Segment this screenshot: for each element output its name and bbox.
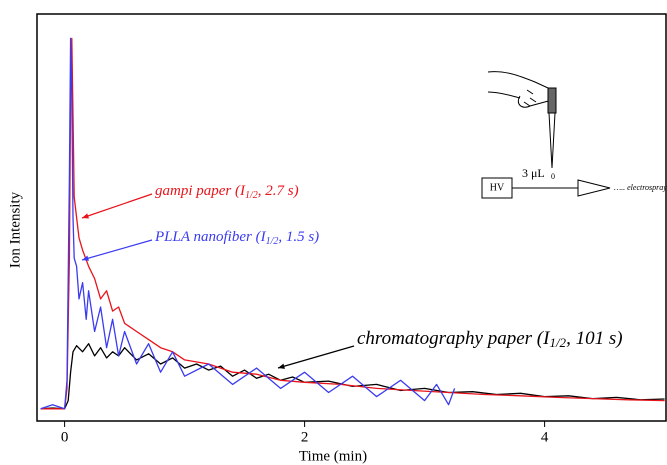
annotation-text: PLLA nanofiber (I: [154, 229, 267, 245]
zero-label: 0: [551, 172, 555, 181]
annotation-sub: 1/2: [245, 190, 258, 201]
x-axis-label: Time (min): [299, 448, 367, 464]
series-line: [40, 343, 665, 410]
annotation-text: gampi paper (I: [155, 183, 246, 199]
pipette-tip: [548, 112, 556, 169]
annotation-sub: 1/2: [266, 236, 279, 247]
y-axis-label: Ion Intensity: [7, 191, 23, 268]
annotation-tail: , 101 s): [566, 328, 622, 349]
x-tick-label: 2: [301, 429, 309, 445]
volume-label: 3 μL: [522, 166, 545, 180]
x-tick-label: 4: [541, 429, 549, 445]
annotation-tail: , 1.5 s): [278, 229, 319, 245]
arrow-head: [82, 255, 89, 261]
hand: [487, 71, 556, 108]
annotation-arrow: [277, 345, 355, 369]
annotation-arrow: [81, 193, 153, 219]
plot-frame: [36, 13, 667, 422]
annotation-arrow: [81, 239, 153, 261]
arrow-head: [278, 363, 285, 369]
series-group: [40, 37, 665, 410]
x-tick-label: 0: [61, 429, 69, 445]
annotation: gampi paper (I1/2, 2.7 s): [155, 183, 299, 201]
fingers: [523, 89, 537, 107]
annotation-text: chromatography paper (I: [357, 328, 551, 349]
annotation-sub: 1/2: [549, 335, 566, 350]
annotation: chromatography paper (I1/2, 101 s): [357, 328, 623, 350]
arrow-head: [82, 213, 89, 219]
emitter: [512, 179, 611, 197]
annotation-tail: , 2.7 s): [258, 183, 299, 199]
series-line: [40, 37, 456, 410]
hv-label: HV: [490, 182, 505, 193]
pipette-body: [547, 87, 557, 114]
series-line: [40, 37, 665, 410]
inset-diagram: [481, 71, 611, 199]
annotation: PLLA nanofiber (I1/2, 1.5 s): [154, 229, 319, 247]
electrospray-label: ….. electrospray: [614, 183, 667, 192]
